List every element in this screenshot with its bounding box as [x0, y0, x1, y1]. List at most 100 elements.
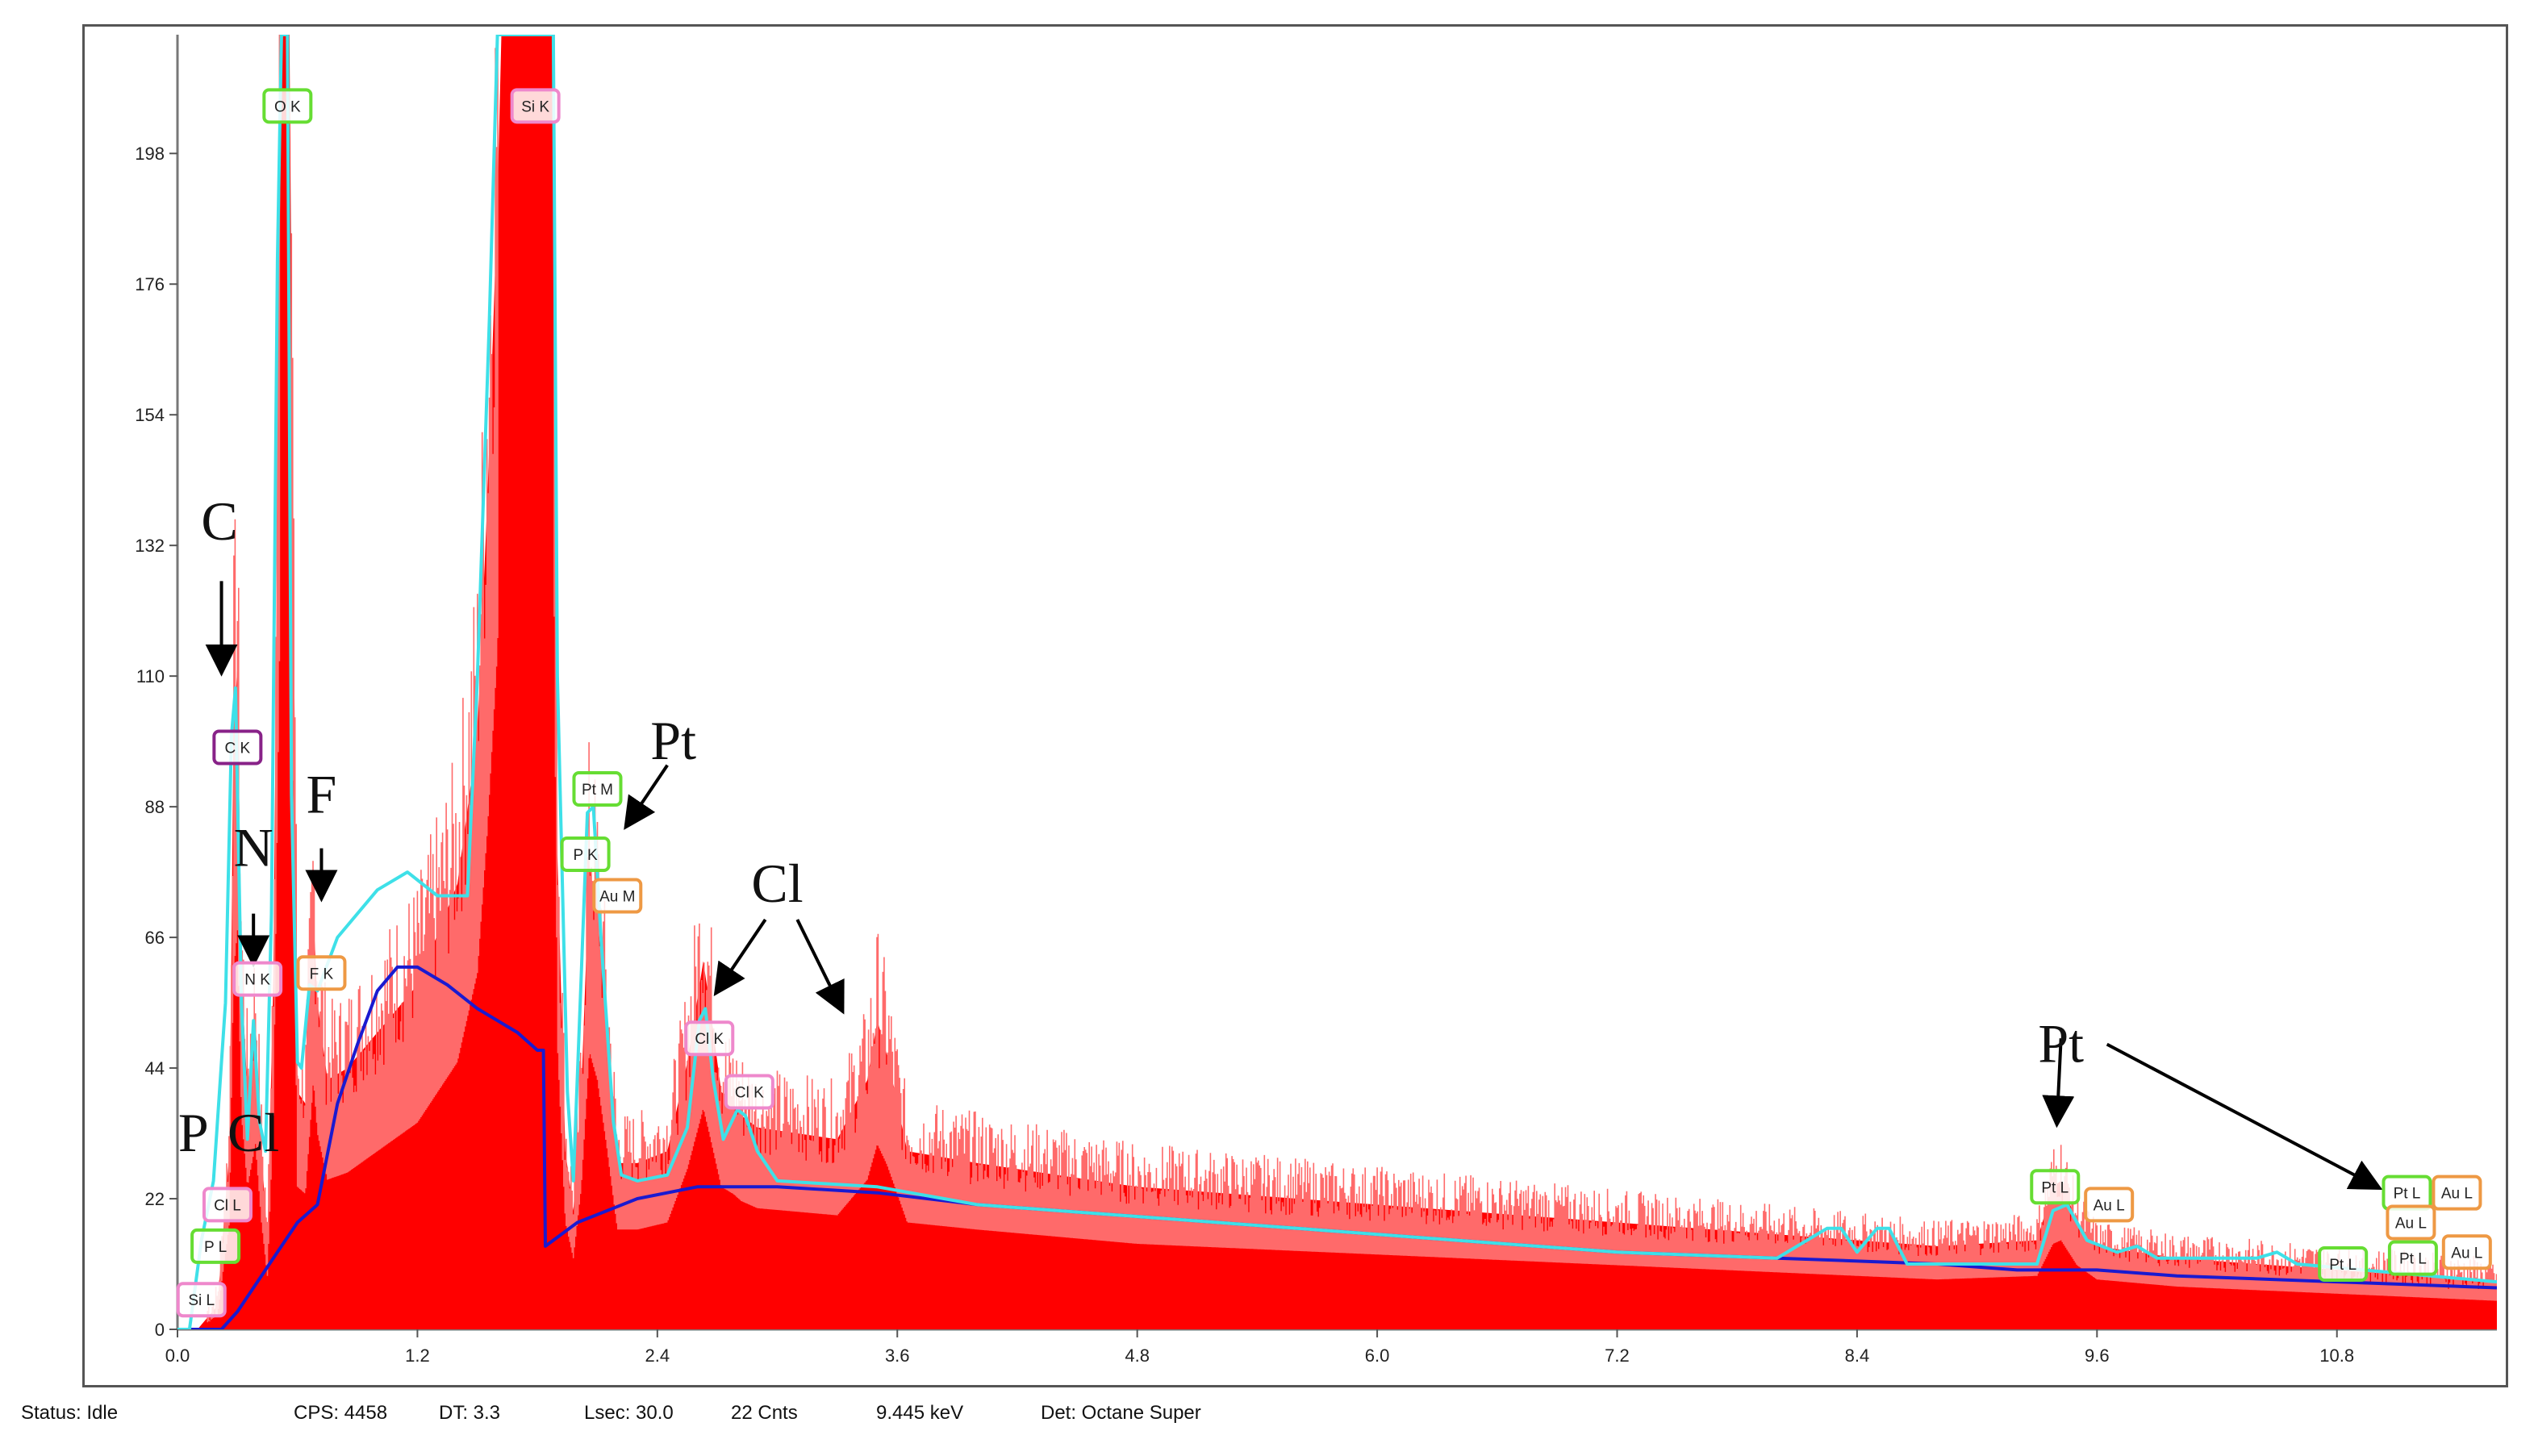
peak-label: Cl K	[684, 1020, 735, 1057]
peak-label-text: Au L	[2451, 1245, 2482, 1262]
peak-label: Cl K	[724, 1074, 774, 1110]
peak-label-text: N K	[244, 972, 270, 989]
peak-label-text: Au L	[2441, 1186, 2473, 1203]
peak-label: Si L	[176, 1282, 227, 1318]
peak-label: Au L	[2432, 1174, 2482, 1211]
counts-readout: 22 Cnts	[731, 1402, 798, 1424]
peak-label-box	[684, 1020, 735, 1057]
peak-label: P L	[190, 1228, 241, 1264]
peak-label: Pt L	[2030, 1169, 2081, 1205]
peak-label-text: Pt L	[2394, 1186, 2421, 1203]
x-tick-label: 10.8	[2319, 1345, 2354, 1366]
y-tick-label: 154	[135, 405, 165, 425]
element-annotation: N	[234, 817, 273, 878]
element-annotation: F	[307, 763, 337, 824]
y-tick-label: 66	[145, 928, 165, 948]
background-fit-line	[177, 965, 2497, 1329]
y-tick-label: 0	[155, 1320, 165, 1340]
peak-label: N K	[232, 961, 283, 997]
x-tick-label: 7.2	[1605, 1345, 1630, 1366]
annotation-arrow	[2106, 1042, 2383, 1191]
peak-label-box	[572, 771, 623, 807]
peak-label-text: Au L	[2395, 1215, 2427, 1232]
peak-label-box	[262, 88, 313, 124]
peak-label-box	[724, 1074, 774, 1110]
lsec-readout: Lsec: 30.0	[584, 1402, 674, 1424]
x-tick-label: 9.6	[2085, 1345, 2110, 1366]
x-tick-label: 1.2	[405, 1345, 430, 1366]
spectrum-fit-line	[177, 35, 2497, 1329]
peak-label-text: Si K	[521, 98, 549, 115]
peak-label-box	[2386, 1204, 2436, 1241]
y-tick-label: 88	[145, 797, 165, 817]
peak-label-text: Au M	[599, 889, 635, 906]
peak-label-text: Pt L	[2399, 1251, 2427, 1268]
element-annotation: C	[201, 490, 237, 552]
peak-label-text: P L	[204, 1239, 227, 1256]
peak-label-text: Cl K	[695, 1031, 724, 1048]
peak-label-text: Pt L	[2329, 1257, 2357, 1274]
y-tick-label: 22	[145, 1189, 165, 1209]
peak-label-text: Si L	[188, 1292, 215, 1309]
peak-label-box	[202, 1187, 253, 1223]
peak-label-text: O K	[274, 98, 301, 115]
x-tick-label: 2.4	[645, 1345, 670, 1366]
peak-label: P K	[560, 836, 611, 873]
chart-frame: 0 22 44 66 88 110 132 154 176 198 0.0 1.2 2.4 3.6 4.8 6…	[82, 24, 2508, 1387]
peak-label-box	[190, 1228, 241, 1264]
peak-label-box	[592, 878, 643, 914]
cps-readout: CPS: 4458	[294, 1402, 388, 1424]
y-tick-label: 132	[135, 536, 165, 556]
peak-label: F K	[296, 955, 347, 991]
peak-label: Au M	[592, 878, 643, 914]
peak-label-box	[2084, 1187, 2135, 1223]
peak-label-text: Cl K	[735, 1085, 764, 1102]
element-annotation: Cl	[751, 853, 803, 914]
peak-label-box	[232, 961, 283, 997]
x-tick-label: 6.0	[1365, 1345, 1390, 1366]
annotation-arrow	[624, 764, 669, 830]
peak-label-text: Au L	[2094, 1197, 2125, 1214]
peak-label-text: Pt L	[2041, 1179, 2069, 1196]
element-annotation: P	[178, 1102, 209, 1163]
y-tick-label: 110	[136, 666, 165, 686]
peak-label-text: Pt M	[582, 782, 613, 799]
status-text: Status: Idle	[21, 1402, 119, 1424]
x-tick-label: 0.0	[165, 1345, 190, 1366]
peak-label: Au L	[2386, 1204, 2436, 1241]
peak-label: O K	[262, 88, 313, 124]
peak-label-box	[2432, 1174, 2482, 1211]
element-annotation: Pt	[650, 710, 696, 771]
peak-label-box	[2318, 1246, 2369, 1283]
detector-readout: Det: Octane Super	[1041, 1402, 1201, 1424]
peak-label: Cl L	[202, 1187, 253, 1223]
y-tick-label: 176	[135, 274, 165, 294]
annotation-arrow	[795, 919, 845, 1015]
peak-label-box	[560, 836, 611, 873]
peak-label-text: Cl L	[214, 1197, 241, 1214]
element-annotation: Pt	[2038, 1013, 2084, 1074]
peak-label: C K	[212, 729, 263, 766]
peak-label-box	[510, 88, 561, 124]
peak-label-box	[212, 729, 263, 766]
peak-label-box	[296, 955, 347, 991]
peak-label-text: P K	[573, 847, 598, 864]
eds-spectrum-chart: 0 22 44 66 88 110 132 154 176 198 0.0 1.2 2.4 3.6 4.8 6…	[135, 35, 2497, 1366]
x-tick-label: 3.6	[885, 1345, 910, 1366]
peak-label: Pt L	[2387, 1240, 2438, 1276]
peak-label: Pt L	[2382, 1174, 2432, 1211]
peak-label: Au L	[2441, 1234, 2492, 1270]
dt-readout: DT: 3.3	[439, 1402, 501, 1424]
y-tick-label: 44	[145, 1058, 165, 1078]
x-tick-label: 8.4	[1845, 1345, 1870, 1366]
peak-label-text: C K	[225, 740, 251, 757]
energy-readout: 9.445 keV	[876, 1402, 964, 1424]
annotation-arrow	[2042, 1038, 2075, 1129]
peak-label: Si K	[510, 88, 561, 124]
element-annotation: Cl	[228, 1102, 279, 1163]
spectrum-area	[177, 35, 2497, 1329]
peak-label: Au L	[2084, 1187, 2135, 1223]
peak-label-box	[2387, 1240, 2438, 1276]
annotation-arrow	[713, 918, 767, 996]
peak-label-box	[2030, 1169, 2081, 1205]
